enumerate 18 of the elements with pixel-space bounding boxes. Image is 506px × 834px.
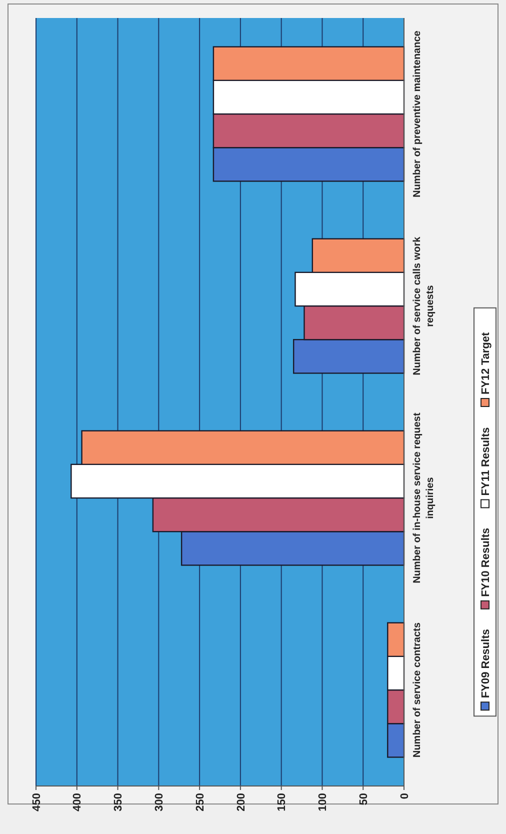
x-tick-label: 150 xyxy=(276,793,288,812)
y-tick-label: Number of service contracts xyxy=(412,622,423,758)
x-tick-label: 100 xyxy=(317,793,330,812)
text: FY09 Results xyxy=(480,629,492,698)
y-tick-label: Number of preventive maintenance xyxy=(412,30,423,198)
x-tick-label: 450 xyxy=(30,793,43,812)
x-tick-label: 50 xyxy=(358,793,370,806)
x-tick-label: 250 xyxy=(194,793,206,812)
x-tick-label: 350 xyxy=(112,793,125,812)
text: FY12 Target xyxy=(480,332,492,394)
text: FY11 Results xyxy=(480,427,492,496)
y-tick-label: Number of service calls work requests xyxy=(412,236,436,376)
text: FY10 Results xyxy=(480,528,492,597)
x-tick-label: 0 xyxy=(398,793,411,800)
x-tick-label: 400 xyxy=(72,793,84,812)
x-tick-label: 200 xyxy=(235,793,248,812)
y-tick-label: Number of in-house service request inquiries xyxy=(412,412,436,584)
x-tick-label: 300 xyxy=(154,793,166,812)
